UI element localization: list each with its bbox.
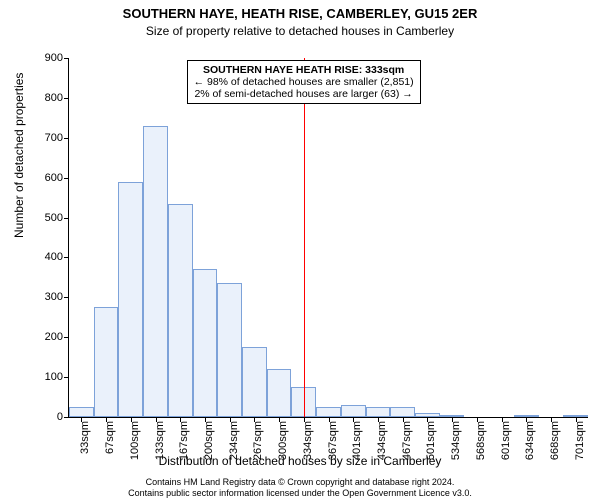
ytick-mark [64,98,69,99]
ytick-mark [64,58,69,59]
footer-attribution: Contains HM Land Registry data © Crown c… [0,477,600,498]
annotation-line: 2% of semi-detached houses are larger (6… [194,88,414,100]
histogram-bar [366,407,391,417]
annotation-box: SOUTHERN HAYE HEATH RISE: 333sqm← 98% of… [187,60,421,104]
ytick-mark [64,257,69,258]
x-axis-label: Distribution of detached houses by size … [0,454,600,468]
xtick-label: 67sqm [104,421,116,454]
chart-title-line2: Size of property relative to detached ho… [0,24,600,38]
histogram-bar [242,347,267,417]
ytick-label: 900 [29,52,63,64]
ytick-label: 300 [29,291,63,303]
histogram-bar [118,182,143,417]
xtick-label: 33sqm [79,421,91,454]
annotation-head: SOUTHERN HAYE HEATH RISE: 333sqm [194,64,414,76]
footer-line2: Contains public sector information licen… [0,488,600,498]
histogram-bar [193,269,218,417]
ytick-mark [64,218,69,219]
ytick-label: 800 [29,92,63,104]
plot-area: 010020030040050060070080090033sqm67sqm10… [68,58,588,418]
histogram-bar [267,369,292,417]
chart-root: SOUTHERN HAYE, HEATH RISE, CAMBERLEY, GU… [0,0,600,500]
ytick-label: 100 [29,371,63,383]
ytick-label: 600 [29,172,63,184]
ytick-label: 700 [29,132,63,144]
ytick-mark [64,297,69,298]
ytick-label: 400 [29,251,63,263]
histogram-bar [390,407,415,417]
histogram-bar [69,407,94,417]
chart-title-line1: SOUTHERN HAYE, HEATH RISE, CAMBERLEY, GU… [0,6,600,21]
ytick-mark [64,417,69,418]
ytick-label: 0 [29,411,63,423]
ytick-mark [64,138,69,139]
histogram-bar [94,307,119,417]
annotation-line: ← 98% of detached houses are smaller (2,… [194,76,414,88]
ytick-label: 500 [29,212,63,224]
histogram-bar [341,405,366,417]
footer-line1: Contains HM Land Registry data © Crown c… [0,477,600,487]
histogram-bar [217,283,242,417]
ytick-mark [64,337,69,338]
ytick-mark [64,377,69,378]
histogram-bar [143,126,168,417]
histogram-bar [168,204,193,417]
ytick-mark [64,178,69,179]
reference-line [304,58,305,417]
histogram-bar [316,407,341,417]
ytick-label: 200 [29,331,63,343]
y-axis-label: Number of detached properties [12,73,26,238]
